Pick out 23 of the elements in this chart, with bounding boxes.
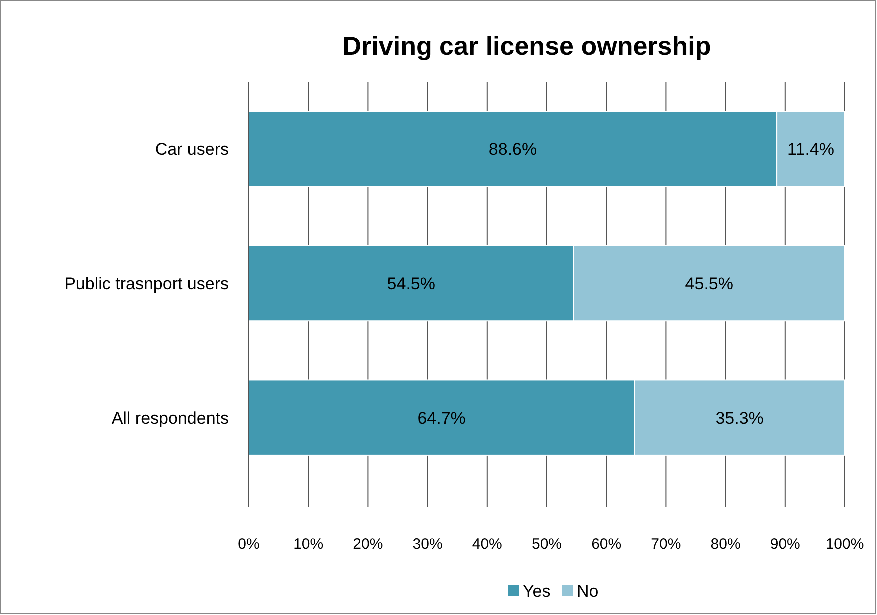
x-tick-label: 60% [592,536,622,553]
x-tick-label: 80% [710,536,741,553]
legend-label: Yes [523,582,551,601]
y-tick-label: Public trasnport users [64,274,229,294]
y-tick-label: All respondents [112,408,229,428]
text: 54.5% [387,274,436,294]
x-tick-label: 90% [770,536,800,553]
chart-title: Driving car license ownership [342,31,712,61]
y-tick-label: Car users [155,140,229,160]
legend-label: No [577,582,599,601]
x-tick-label: 50% [532,536,562,553]
x-tick-label: 10% [294,536,324,553]
text: 45.5% [685,274,734,294]
x-tick-label: 30% [412,536,443,553]
text: 64.7% [418,408,466,428]
x-tick-label: 20% [353,536,384,553]
x-tick-label: 40% [472,536,502,553]
x-tick-label: 0% [238,536,260,553]
x-tick-label: 70% [651,536,682,553]
x-tick-label: 100% [826,536,864,553]
text: 35.3% [716,408,764,428]
text: 11.4% [788,140,835,160]
text: 88.6% [488,140,538,160]
